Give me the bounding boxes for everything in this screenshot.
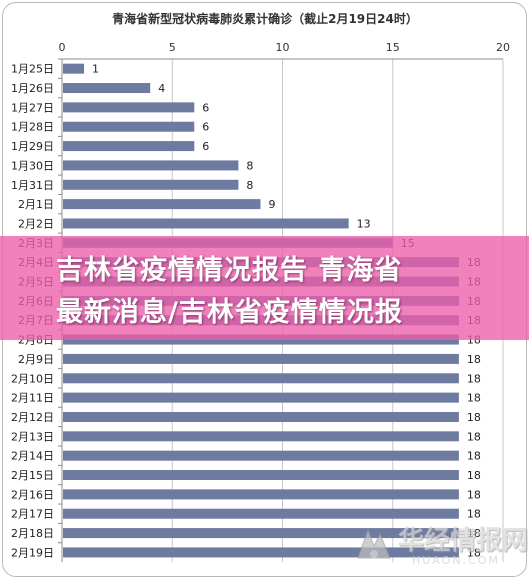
- category-label: 2月15日: [11, 469, 54, 482]
- category-label: 2月14日: [11, 450, 54, 463]
- bar: [63, 431, 459, 442]
- bar: [63, 121, 195, 132]
- bar: [63, 160, 239, 171]
- data-label: 8: [246, 159, 253, 172]
- banner-headline-line-1: 吉林省疫情情况报告 青海省: [56, 255, 403, 286]
- data-label: 18: [467, 450, 481, 463]
- watermark: 华经情报网 HUAON.COM: [354, 520, 529, 572]
- data-label: 18: [467, 411, 481, 424]
- category-label: 1月26日: [11, 82, 54, 95]
- data-label: 6: [202, 101, 209, 114]
- category-label: 2月13日: [11, 430, 54, 443]
- category-label: 2月18日: [11, 527, 54, 540]
- bar: [63, 373, 459, 384]
- x-axis-ticks: 0 5 10 15 20: [59, 41, 510, 60]
- category-label: 2月17日: [11, 508, 54, 521]
- data-label: 18: [467, 392, 481, 405]
- bar: [63, 199, 261, 210]
- bar: [63, 411, 459, 422]
- bar: [63, 508, 459, 519]
- category-label: 1月28日: [11, 121, 54, 134]
- chart-title: 青海省新型冠状病毒肺炎累计确诊（截止2月19日24时）: [112, 11, 418, 26]
- data-label: 13: [357, 217, 371, 230]
- data-label: 18: [467, 353, 481, 366]
- category-label: 2月16日: [11, 488, 54, 501]
- bar: [63, 83, 151, 94]
- data-label: 18: [467, 508, 481, 521]
- x-tick-label: 0: [59, 41, 66, 54]
- x-tick-label: 15: [386, 41, 400, 54]
- category-label: 1月25日: [11, 63, 54, 76]
- x-tick-label: 20: [496, 41, 510, 54]
- data-label: 4: [158, 82, 165, 95]
- category-label: 1月31日: [11, 179, 54, 192]
- bar: [63, 392, 459, 403]
- category-label: 2月9日: [18, 353, 54, 366]
- category-label: 2月11日: [11, 392, 54, 405]
- bar: [63, 218, 349, 229]
- overlay-banner: 吉林省疫情情况报告 青海省 最新消息/吉林省疫情情况报: [0, 236, 529, 340]
- data-label: 8: [246, 179, 253, 192]
- watermark-logo-icon: [357, 528, 391, 559]
- data-label: 6: [202, 121, 209, 134]
- watermark-subtext: HUAON.COM: [412, 554, 500, 567]
- category-label: 1月27日: [11, 101, 54, 114]
- category-label: 2月19日: [11, 546, 54, 559]
- data-label: 1: [92, 63, 99, 76]
- watermark-text: 华经情报网: [398, 526, 529, 556]
- bar: [63, 141, 195, 152]
- data-label: 18: [467, 546, 481, 559]
- data-label: 18: [467, 430, 481, 443]
- data-label: 18: [467, 527, 481, 540]
- x-tick-label: 5: [169, 41, 176, 54]
- category-label: 1月29日: [11, 140, 54, 153]
- bar: [63, 450, 459, 461]
- banner-headline-line-2: 最新消息/吉林省疫情情况报: [56, 297, 403, 328]
- bar: [63, 547, 459, 558]
- category-label: 2月12日: [11, 411, 54, 424]
- category-label: 1月30日: [11, 159, 54, 172]
- bar: [63, 353, 459, 364]
- x-tick-label: 10: [276, 41, 290, 54]
- category-label: 2月1日: [18, 198, 54, 211]
- data-label: 18: [467, 488, 481, 501]
- bar: [63, 470, 459, 481]
- data-label: 18: [467, 372, 481, 385]
- bar: [63, 528, 459, 539]
- category-label: 2月2日: [18, 217, 54, 230]
- bar: [63, 179, 239, 190]
- category-label: 2月10日: [11, 372, 54, 385]
- data-label: 6: [202, 140, 209, 153]
- bar: [63, 102, 195, 113]
- bar: [63, 489, 459, 500]
- data-label: 9: [268, 198, 275, 211]
- data-label: 18: [467, 469, 481, 482]
- bar: [63, 63, 85, 74]
